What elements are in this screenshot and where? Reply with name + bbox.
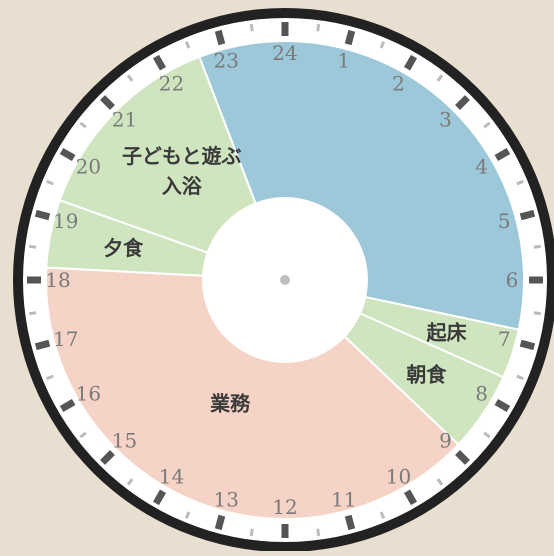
hour-label-22: 22 <box>159 71 184 95</box>
segment-label-wake-up: 起床 <box>426 321 468 345</box>
hour-tick <box>152 54 167 71</box>
hour-label-24: 24 <box>272 41 297 65</box>
half-hour-tick <box>483 431 491 439</box>
half-hour-tick <box>436 478 444 486</box>
half-hour-tick <box>79 121 87 129</box>
half-hour-tick <box>533 244 541 249</box>
hour-label-23: 23 <box>214 49 239 73</box>
hour-tick <box>344 29 356 46</box>
hour-tick <box>494 147 511 162</box>
hour-tick <box>59 147 76 162</box>
half-hour-tick <box>379 511 386 519</box>
half-hour-tick <box>79 431 87 439</box>
segment-label-family: 子どもと遊ぶ <box>122 144 242 168</box>
half-hour-tick <box>29 244 37 249</box>
hour-label-21: 21 <box>112 107 137 131</box>
hour-tick <box>214 29 226 46</box>
hour-tick <box>152 489 167 506</box>
hour-tick <box>455 450 470 465</box>
segment-label-family: 入浴 <box>162 174 203 198</box>
hour-tick <box>519 339 536 351</box>
hour-tick <box>519 209 536 221</box>
center-dot <box>280 275 290 285</box>
hour-label-18: 18 <box>45 268 70 292</box>
hour-label-10: 10 <box>386 465 411 489</box>
half-hour-tick <box>483 121 491 129</box>
half-hour-tick <box>249 24 254 32</box>
half-hour-tick <box>184 41 191 49</box>
hour-tick <box>100 95 115 110</box>
segment-label-work: 業務 <box>210 391 251 415</box>
clock-center <box>202 197 368 363</box>
hour-label-17: 17 <box>53 327 78 351</box>
hour-label-7: 7 <box>498 327 511 351</box>
hour-label-19: 19 <box>53 209 78 233</box>
half-hour-tick <box>249 528 254 536</box>
hour-tick <box>59 398 76 413</box>
half-hour-tick <box>516 179 524 186</box>
hour-label-9: 9 <box>439 429 452 453</box>
half-hour-tick <box>379 41 386 49</box>
half-hour-tick <box>533 311 541 316</box>
segment-label-breakfast: 朝食 <box>406 362 447 386</box>
segment-work <box>45 266 460 520</box>
half-hour-tick <box>316 24 321 32</box>
half-hour-tick <box>316 528 321 536</box>
hour-label-20: 20 <box>76 155 101 179</box>
half-hour-tick <box>126 478 134 486</box>
hour-label-15: 15 <box>112 429 137 453</box>
hour-tick <box>455 95 470 110</box>
hour-label-12: 12 <box>272 495 297 519</box>
hour-label-5: 5 <box>498 209 511 233</box>
hour-tick <box>494 398 511 413</box>
half-hour-tick <box>126 74 134 82</box>
half-hour-tick <box>46 374 54 381</box>
hour-label-8: 8 <box>475 382 488 406</box>
hour-tick <box>214 514 226 531</box>
half-hour-tick <box>436 74 444 82</box>
hour-tick <box>34 209 51 221</box>
half-hour-tick <box>29 311 37 316</box>
hour-tick <box>403 54 418 71</box>
half-hour-tick <box>184 511 191 519</box>
half-hour-tick <box>516 374 524 381</box>
hour-tick <box>344 514 356 531</box>
hour-label-4: 4 <box>475 155 488 179</box>
hour-tick <box>403 489 418 506</box>
hour-label-6: 6 <box>506 268 519 292</box>
segment-label-dinner: 夕食 <box>103 236 144 260</box>
hour-label-11: 11 <box>331 487 356 511</box>
hour-tick <box>100 450 115 465</box>
clock-ticks <box>27 22 543 538</box>
hour-label-14: 14 <box>159 465 184 489</box>
hour-label-13: 13 <box>214 487 239 511</box>
hour-label-2: 2 <box>392 71 405 95</box>
hour-tick <box>34 339 51 351</box>
half-hour-tick <box>46 179 54 186</box>
hour-label-3: 3 <box>439 107 452 131</box>
hour-label-1: 1 <box>337 49 350 73</box>
hour-label-16: 16 <box>76 382 101 406</box>
